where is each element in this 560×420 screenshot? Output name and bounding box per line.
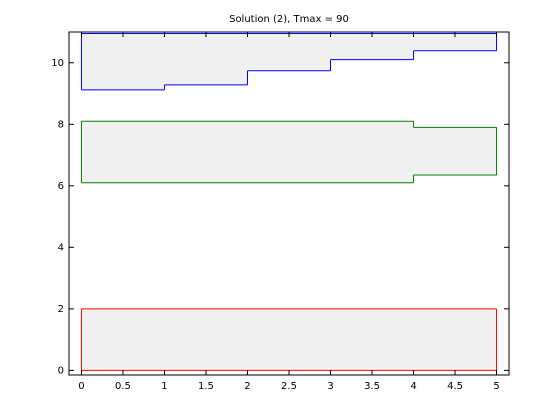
band-fill bbox=[81, 33, 165, 90]
band-fill bbox=[164, 33, 248, 85]
y-tick-label: 0 bbox=[58, 365, 64, 376]
x-tick-label: 3 bbox=[327, 381, 333, 392]
x-tick-label: 2 bbox=[244, 381, 250, 392]
x-tick-label: 4 bbox=[410, 381, 416, 392]
chart-title: Solution (2), Tmax = 90 bbox=[229, 14, 349, 25]
x-tick-label: 0 bbox=[78, 381, 84, 392]
x-tick-label: 0.5 bbox=[115, 381, 131, 392]
x-tick-label: 2.5 bbox=[281, 381, 297, 392]
y-tick-label: 4 bbox=[58, 242, 64, 253]
band-fill bbox=[330, 33, 414, 60]
x-tick-label: 1 bbox=[161, 381, 167, 392]
band-fill bbox=[413, 127, 497, 176]
band-fill bbox=[247, 33, 331, 71]
band-fill bbox=[413, 33, 497, 51]
y-tick-label: 8 bbox=[58, 119, 64, 130]
y-tick-label: 2 bbox=[58, 304, 64, 315]
band-fill bbox=[81, 121, 414, 183]
x-tick-label: 5 bbox=[493, 381, 499, 392]
x-tick-label: 3.5 bbox=[364, 381, 380, 392]
band-fill bbox=[81, 308, 497, 371]
y-tick-label: 6 bbox=[58, 181, 64, 192]
y-tick-label: 10 bbox=[51, 58, 64, 69]
x-tick-label: 4.5 bbox=[447, 381, 463, 392]
x-tick-label: 1.5 bbox=[198, 381, 214, 392]
